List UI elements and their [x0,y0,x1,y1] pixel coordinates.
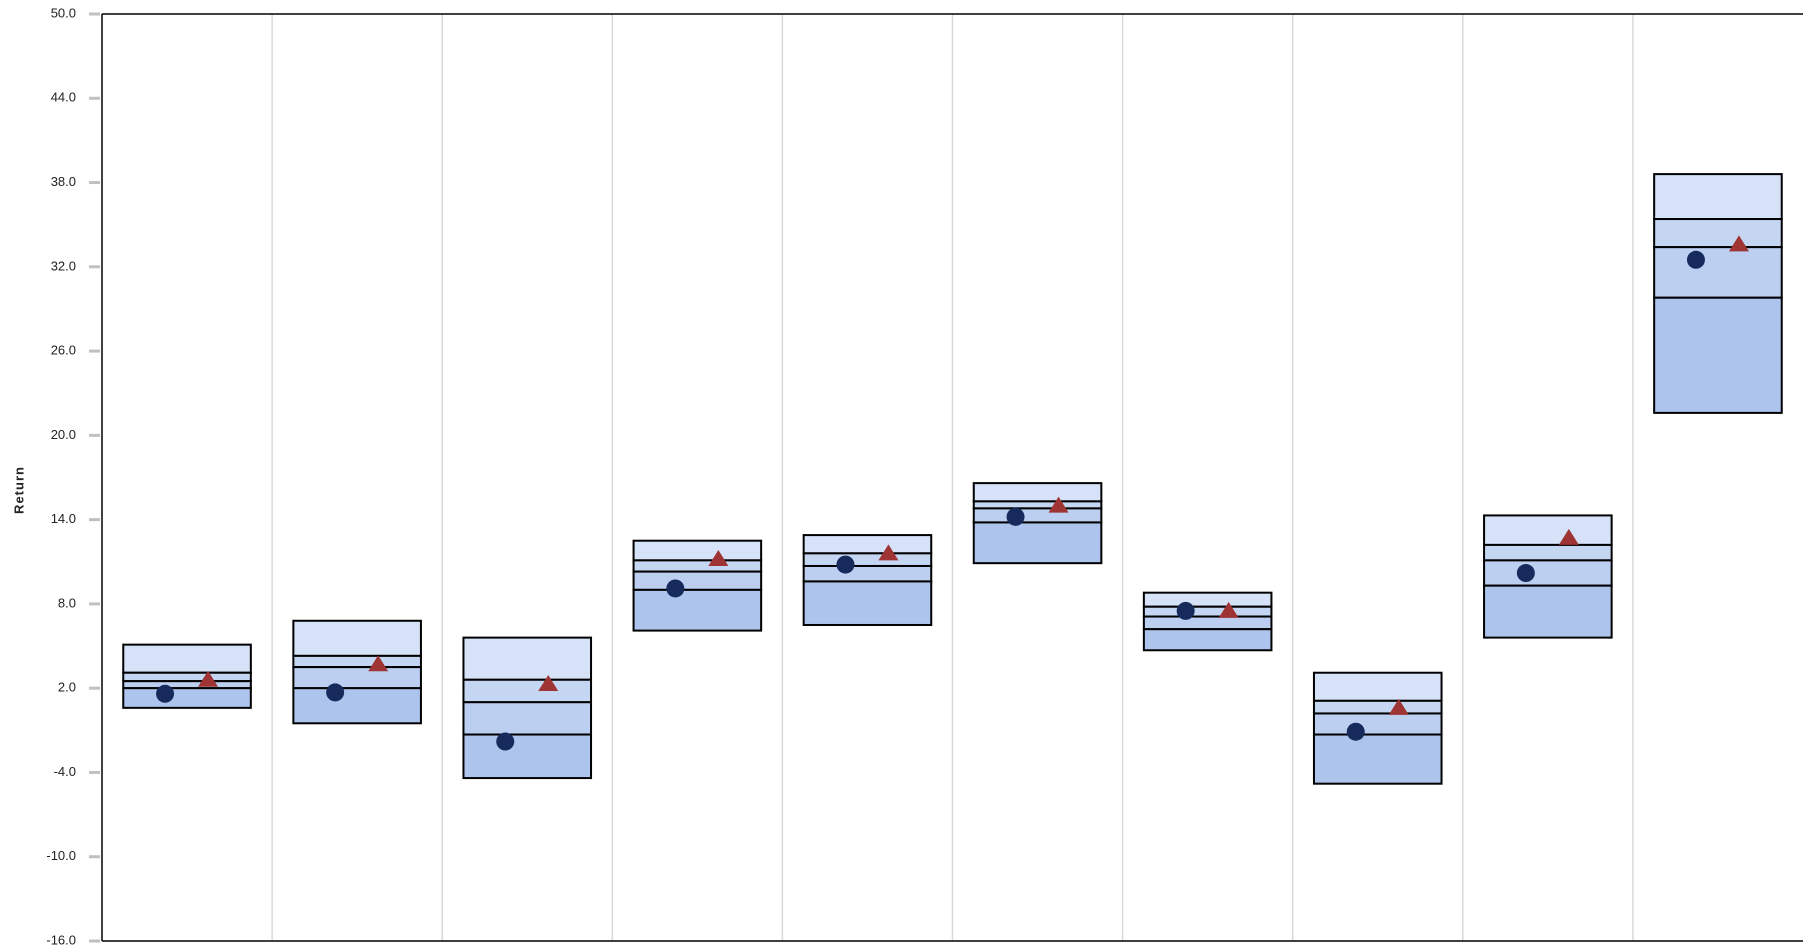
box-segment [462,701,593,736]
box-segment [292,654,422,669]
box-segment [462,678,593,704]
box-segment [122,643,252,674]
box-segment [1483,584,1613,639]
y-tick-label: -16.0 [46,932,76,947]
triangle-marker [1558,528,1579,545]
y-tick-label: 2.0 [58,680,76,695]
triangle-marker [198,670,219,687]
triangle-marker [1388,698,1409,715]
box-segment [802,564,933,583]
circle-marker [1346,722,1365,741]
box-segment [972,500,1103,510]
triangle-marker [1048,496,1069,513]
circle-marker [1176,601,1195,620]
y-axis-label: Return [11,466,26,514]
box-segment [122,687,252,709]
circle-marker [1516,564,1535,583]
y-tick-label: -10.0 [46,848,76,863]
triangle-marker [878,544,899,561]
y-tick-label: 44.0 [51,90,76,105]
box-segment [1142,615,1273,631]
box-segment [632,559,763,573]
box-segment [1483,514,1613,546]
y-tick-label: 38.0 [51,174,76,189]
box-segment [292,619,422,657]
box-segment [292,666,422,690]
box-segment [632,570,763,591]
triangle-marker [538,674,559,691]
y-tick-label: 32.0 [51,258,76,273]
box-segment [632,588,763,632]
box-segment [632,539,763,562]
circle-marker [666,579,685,598]
box-segment [802,580,933,626]
y-tick-label: 14.0 [51,511,76,526]
circle-marker [836,555,855,574]
triangle-marker [368,655,389,672]
box-segment [1312,671,1443,702]
box-segment [972,507,1103,524]
y-tick-label: 50.0 [51,5,76,20]
box-segment [292,687,422,725]
box-segment [802,534,933,555]
box-segment [1653,218,1783,249]
box-segment [1312,699,1443,715]
y-tick-label: 26.0 [51,343,76,358]
box-segment [972,482,1103,503]
box-segment [802,552,933,567]
box-segment [1653,173,1783,221]
y-tick-label: -4.0 [54,764,76,779]
y-tick-label: 8.0 [58,595,76,610]
box-segment [122,671,252,683]
circle-marker [1006,507,1025,526]
box-segment [1142,605,1273,618]
triangle-marker [1728,235,1749,252]
box-segment [1142,591,1273,608]
box-segment [1142,628,1273,652]
box-segment [462,636,593,681]
box-segment [1312,712,1443,736]
circle-marker [156,684,175,703]
box-segment [972,521,1103,565]
box-segment [1653,246,1783,299]
box-segment [1312,733,1443,785]
box-segment [1483,559,1613,587]
box-segment [1653,296,1783,414]
triangle-marker [708,549,729,566]
triangle-marker [1218,601,1239,618]
circle-marker [326,683,345,702]
y-tick-label: 20.0 [51,427,76,442]
box-segment [122,680,252,690]
box-segment [462,733,593,780]
box-segment [1483,543,1613,562]
circle-marker [1686,250,1705,269]
circle-marker [496,732,515,751]
